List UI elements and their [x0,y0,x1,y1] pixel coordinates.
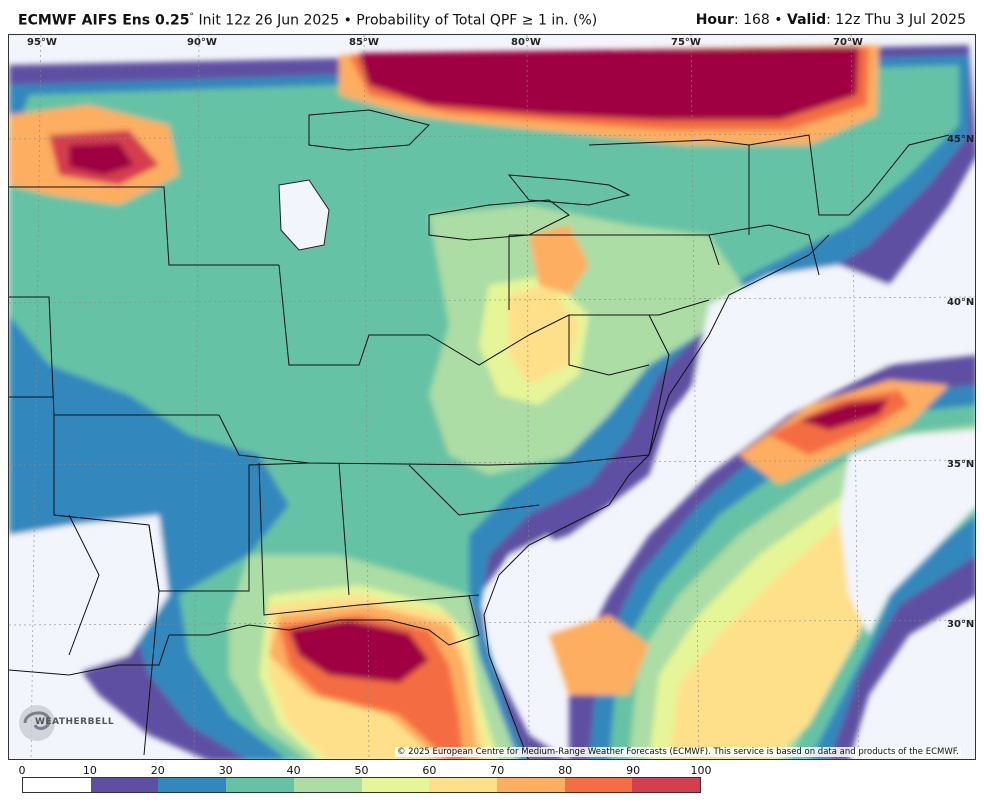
colorbar-tick-label: 90 [626,764,641,777]
title-bar: ECMWF AIFS Ens 0.25° Init 12z 26 Jun 202… [0,0,984,34]
probability-fill [9,45,975,759]
hour-value: : 168 [733,12,770,28]
qpf-probability-map: 95°W 90°W 85°W 80°W 75°W 70°W 45°N 40°N … [8,34,976,760]
degree-symbol: ° [189,12,195,22]
title-separator: • [343,12,352,29]
colorbar-tick-label: 80 [558,764,573,777]
colorbar-tick-label: 50 [354,764,369,777]
logo-text: WEATHERBELL [35,717,115,727]
colorbar-tick-label: 60 [422,764,437,777]
lon-label-80w: 80°W [511,37,541,48]
lake-michigan [278,179,330,251]
product-name: Probability of Total QPF ≥ 1 in. (%) [356,12,598,29]
colorbar-tick-label: 0 [18,764,26,777]
lon-label-95w: 95°W [27,37,57,48]
swirl-icon [19,705,55,741]
lat-labels: 45°N 40°N 35°N 30°N [947,134,974,630]
colorbar-tick-label: 100 [690,764,712,777]
hour-label: Hour [695,12,734,28]
lat-label-35n: 35°N [947,459,974,470]
lon-label-90w: 90°W [187,37,217,48]
valid-value: : 12z Thu 3 Jul 2025 [826,12,966,28]
colorbar-tick-label: 10 [82,764,97,777]
colorbar-segment [23,778,91,792]
weatherbell-logo: WEATHERBELL [15,699,114,745]
colorbar-segment [564,778,633,792]
model-name: ECMWF AIFS Ens 0.25 [18,12,190,29]
init-time: Init 12z 26 Jun 2025 [198,12,340,29]
valid-info: Hour: 168 • Valid: 12z Thu 3 Jul 2025 [696,12,966,28]
lon-label-75w: 75°W [671,37,701,48]
colorbar-segment [293,778,362,792]
colorbar-tick-label: 40 [286,764,301,777]
colorbar-tick-label: 20 [150,764,165,777]
colorbar-segment [158,778,227,792]
colorbar [22,777,701,793]
colorbar-segment [226,778,294,792]
colorbar-segment [361,778,430,792]
valid-separator: • [774,12,783,28]
lat-label-45n: 45°N [947,134,974,145]
lat-label-40n: 40°N [947,297,974,308]
colorbar-tick-label: 70 [490,764,505,777]
colorbar-segment [632,778,701,792]
graticule [9,35,975,759]
valid-label: Valid [787,12,827,28]
map-canvas: 95°W 90°W 85°W 80°W 75°W 70°W 45°N 40°N … [9,35,975,759]
borders [9,109,950,759]
map-title: ECMWF AIFS Ens 0.25° Init 12z 26 Jun 202… [18,12,597,29]
colorbar-segment [429,778,497,792]
lon-labels: 95°W 90°W 85°W 80°W 75°W 70°W [27,37,863,48]
colorbar-tick-label: 30 [218,764,233,777]
lon-label-70w: 70°W [833,37,863,48]
colorbar-segment [496,778,565,792]
colorbar-segment [90,778,159,792]
lat-label-30n: 30°N [947,619,974,630]
copyright-credit: © 2025 European Centre for Medium-Range … [394,747,961,757]
lon-label-85w: 85°W [349,37,379,48]
